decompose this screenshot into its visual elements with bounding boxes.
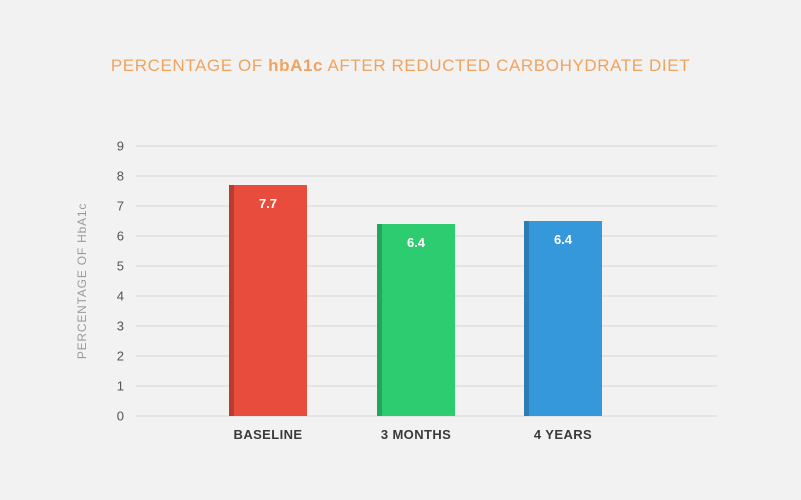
bar-value-label: 6.4 [554,232,573,247]
x-category-label: 4 YEARS [534,427,592,442]
y-tick-label: 3 [117,319,124,334]
bar [229,185,307,416]
chart-title: PERCENTAGE OF hbA1c AFTER REDUCTED CARBO… [0,56,801,76]
bar-edge-shade [229,185,234,416]
x-category-label: BASELINE [234,427,303,442]
y-tick-label: 6 [117,229,124,244]
chart-title-part-2: AFTER REDUCTED CARBOHYDRATE DIET [323,56,691,75]
x-axis-categories: BASELINE 3 MONTHS 4 YEARS [234,427,592,442]
y-axis-title: PERCENTAGE OF HbA1c [75,203,89,359]
bar-value-label: 7.7 [259,196,277,211]
y-tick-label: 1 [117,379,124,394]
y-tick-label: 0 [117,409,124,424]
y-tick-label: 4 [117,289,124,304]
chart-title-part-1: PERCENTAGE OF [110,56,269,75]
bar-edge-shade [524,221,529,416]
y-tick-label: 9 [117,139,124,154]
y-axis-ticks: 0 1 2 3 4 5 6 7 8 9 [117,139,124,424]
chart-title-emphasis: hbA1c [268,56,324,75]
y-tick-label: 7 [117,199,124,214]
bar [524,221,602,416]
y-tick-label: 8 [117,169,124,184]
y-tick-label: 5 [117,259,124,274]
bar-value-label: 6.4 [407,235,426,250]
y-tick-label: 2 [117,349,124,364]
bar [377,224,455,416]
x-category-label: 3 MONTHS [381,427,451,442]
bar-edge-shade [377,224,382,416]
bars: 7.7 6.4 6.4 [229,185,602,416]
